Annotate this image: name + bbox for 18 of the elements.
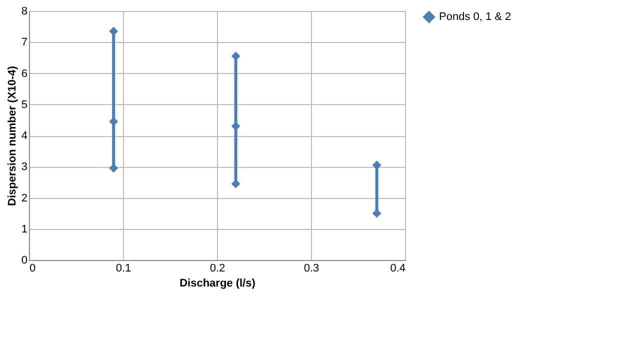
point <box>109 117 118 126</box>
y-tick-label: 1 <box>21 223 28 236</box>
y-tick-label: 2 <box>21 192 28 204</box>
x-axis-title: Discharge (l/s) <box>180 278 256 290</box>
y-tick-label: 6 <box>21 68 28 80</box>
x-tick-label: 0.3 <box>304 262 320 274</box>
y-axis-title: Dispersion number (X10-4) <box>6 66 18 206</box>
y-tick-label: 7 <box>21 36 28 49</box>
y-tick-label: 4 <box>21 130 28 142</box>
x-tick-label: 0.1 <box>116 262 132 274</box>
y-tick-label: 3 <box>21 161 28 174</box>
x-tick-label: 0 <box>30 262 36 274</box>
y-tick-label: 5 <box>21 98 28 111</box>
y-tick-label: 8 <box>21 6 28 18</box>
y-tick-label: 0 <box>21 254 28 266</box>
x-tick-label: 0.4 <box>390 262 406 274</box>
legend-label: Ponds 0, 1 & 2 <box>439 11 512 23</box>
x-tick-label: 0.2 <box>210 262 226 274</box>
